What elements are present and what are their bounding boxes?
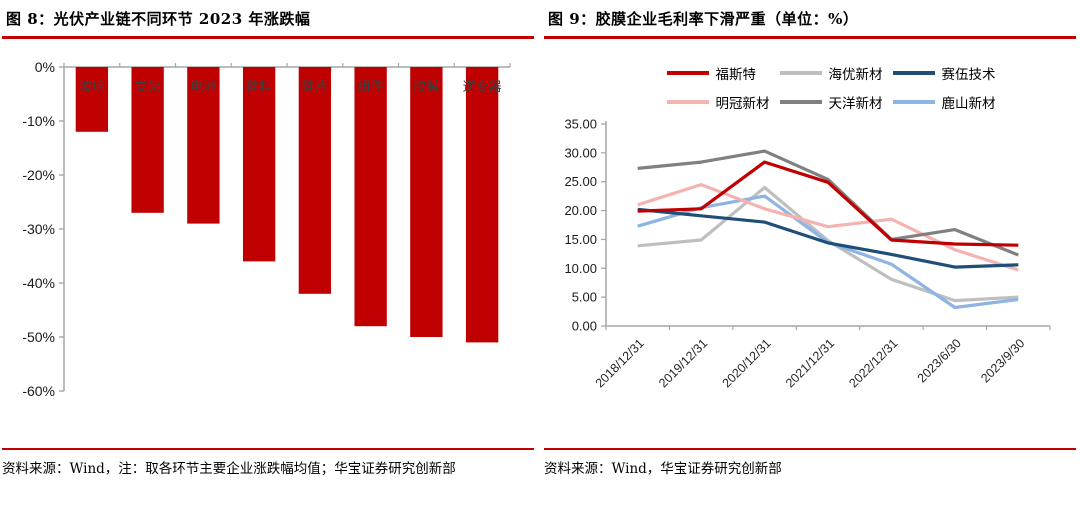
x-axis-label: 2020/12/31 <box>720 336 774 390</box>
bar <box>242 67 276 262</box>
figure-8-footer-rule <box>2 448 534 450</box>
y-axis-label: -10% <box>22 113 55 129</box>
x-axis-label: 2022/12/31 <box>846 336 900 390</box>
legend-line-swatch <box>892 71 935 75</box>
y-axis-label: -30% <box>22 221 55 237</box>
legend-item-鹿山新材: 鹿山新材 <box>892 92 996 112</box>
legend-line-swatch <box>666 71 709 75</box>
bar-chart: 0% -10% -20% -30% -40% -50% -60% 玻璃 支架 电池 硅料 硅片 组件 胶膜… <box>2 51 536 422</box>
bar-chart-svg: 0% -10% -20% -30% -40% -50% -60% 玻璃 支架 电池 硅料 硅片 组件 胶膜… <box>22 59 511 399</box>
legend-item-明冠新材: 明冠新材 <box>666 92 770 112</box>
bar <box>354 67 387 327</box>
y-axis-label: 0.00 <box>572 319 597 334</box>
series-line-福斯特 <box>637 160 1019 247</box>
series-line-天洋新材 <box>637 149 1019 257</box>
bar <box>410 67 443 337</box>
legend-label: 赛伍技术 <box>941 67 996 83</box>
y-axis-label: 10.00 <box>564 261 597 276</box>
x-category-label: 支架 <box>135 79 161 94</box>
bar <box>187 67 220 224</box>
y-axis-label: 0% <box>35 59 55 75</box>
legend-label: 福斯特 <box>715 67 757 83</box>
x-category-label: 硅片 <box>302 79 328 94</box>
legend-item-海优新材: 海优新材 <box>779 63 883 83</box>
legend-label: 海优新材 <box>828 67 883 83</box>
figure-8-title-rule <box>2 36 534 39</box>
legend-label: 天洋新材 <box>828 96 883 112</box>
y-axis-label: 35.00 <box>564 117 597 132</box>
x-category-label: 玻璃 <box>79 79 105 94</box>
series-line-赛伍技术 <box>637 207 1019 269</box>
legend-label: 鹿山新材 <box>941 96 996 112</box>
x-category-label: 逆变器 <box>463 79 502 94</box>
series-line-明冠新材 <box>637 182 1019 272</box>
figure-8-panel: 图 8：光伏产业链不同环节 2023 年涨跌幅 0% -10% -20% -30% -4… <box>2 0 536 515</box>
figure-8-footer: 资料来源：Wind，注：取各环节主要企业涨跌幅均值；华宝证券研究创新部 <box>2 448 536 482</box>
x-category-label: 胶膜 <box>413 79 439 94</box>
x-axis-label: 2023/6/30 <box>915 336 964 385</box>
figure-9-footer: 资料来源：Wind，华宝证券研究创新部 <box>544 448 1078 482</box>
x-axis-label: 2018/12/31 <box>593 336 647 390</box>
y-axis-label: 5.00 <box>572 290 597 305</box>
figure-9-panel: 图 9：胶膜企业毛利率下滑严重（单位：%） 福斯特 海优新材 赛伍技术明冠新材 天洋新… <box>544 0 1078 515</box>
y-axis-label: 25.00 <box>564 174 597 189</box>
figure-9-source-note: 资料来源：Wind，华宝证券研究创新部 <box>544 461 782 477</box>
bar <box>298 67 332 294</box>
legend-label: 明冠新材 <box>715 96 770 112</box>
legend-line-swatch <box>779 71 822 75</box>
y-axis-label: -60% <box>22 383 55 399</box>
legend-item-赛伍技术: 赛伍技术 <box>892 63 996 83</box>
x-axis-label: 2019/12/31 <box>656 336 710 390</box>
figure-8-source-note: 资料来源：Wind，注：取各环节主要企业涨跌幅均值；华宝证券研究创新部 <box>2 461 456 477</box>
x-category-label: 硅料 <box>246 79 272 94</box>
figure-8-title: 图 8：光伏产业链不同环节 2023 年涨跌幅 <box>6 10 311 28</box>
y-axis-label: -50% <box>22 329 55 345</box>
x-axis-label: 2023/9/30 <box>978 336 1027 385</box>
y-axis-label: 15.00 <box>564 232 597 247</box>
bar <box>75 67 109 132</box>
bar <box>131 67 164 213</box>
x-category-label: 组件 <box>358 79 384 94</box>
x-axis-label: 2021/12/31 <box>783 336 837 390</box>
legend-line-swatch <box>892 100 935 104</box>
figure-9-title-rule <box>544 36 1076 39</box>
legend-line-swatch <box>666 100 709 104</box>
figure-9-title: 图 9：胶膜企业毛利率下滑严重（单位：%） <box>548 10 859 28</box>
y-axis-label: -40% <box>22 275 55 291</box>
legend-item-天洋新材: 天洋新材 <box>779 92 883 112</box>
figure-9-footer-rule <box>544 448 1076 450</box>
line-chart-svg: 35.00 30.00 25.00 20.00 15.00 10.00 5.00 0.00 20… <box>564 117 1051 390</box>
legend-line-swatch <box>779 100 822 104</box>
line-legend: 福斯特 海优新材 赛伍技术明冠新材 天洋新材 鹿山新材 <box>584 63 1078 112</box>
bar <box>465 67 499 343</box>
x-category-label: 电池 <box>190 79 216 94</box>
y-axis-label: -20% <box>22 167 55 183</box>
y-axis-label: 20.00 <box>564 203 597 218</box>
legend-item-福斯特: 福斯特 <box>666 63 770 83</box>
line-chart: 35.00 30.00 25.00 20.00 15.00 10.00 5.00 0.00 20… <box>544 114 1078 419</box>
y-axis-label: 30.00 <box>564 145 597 160</box>
